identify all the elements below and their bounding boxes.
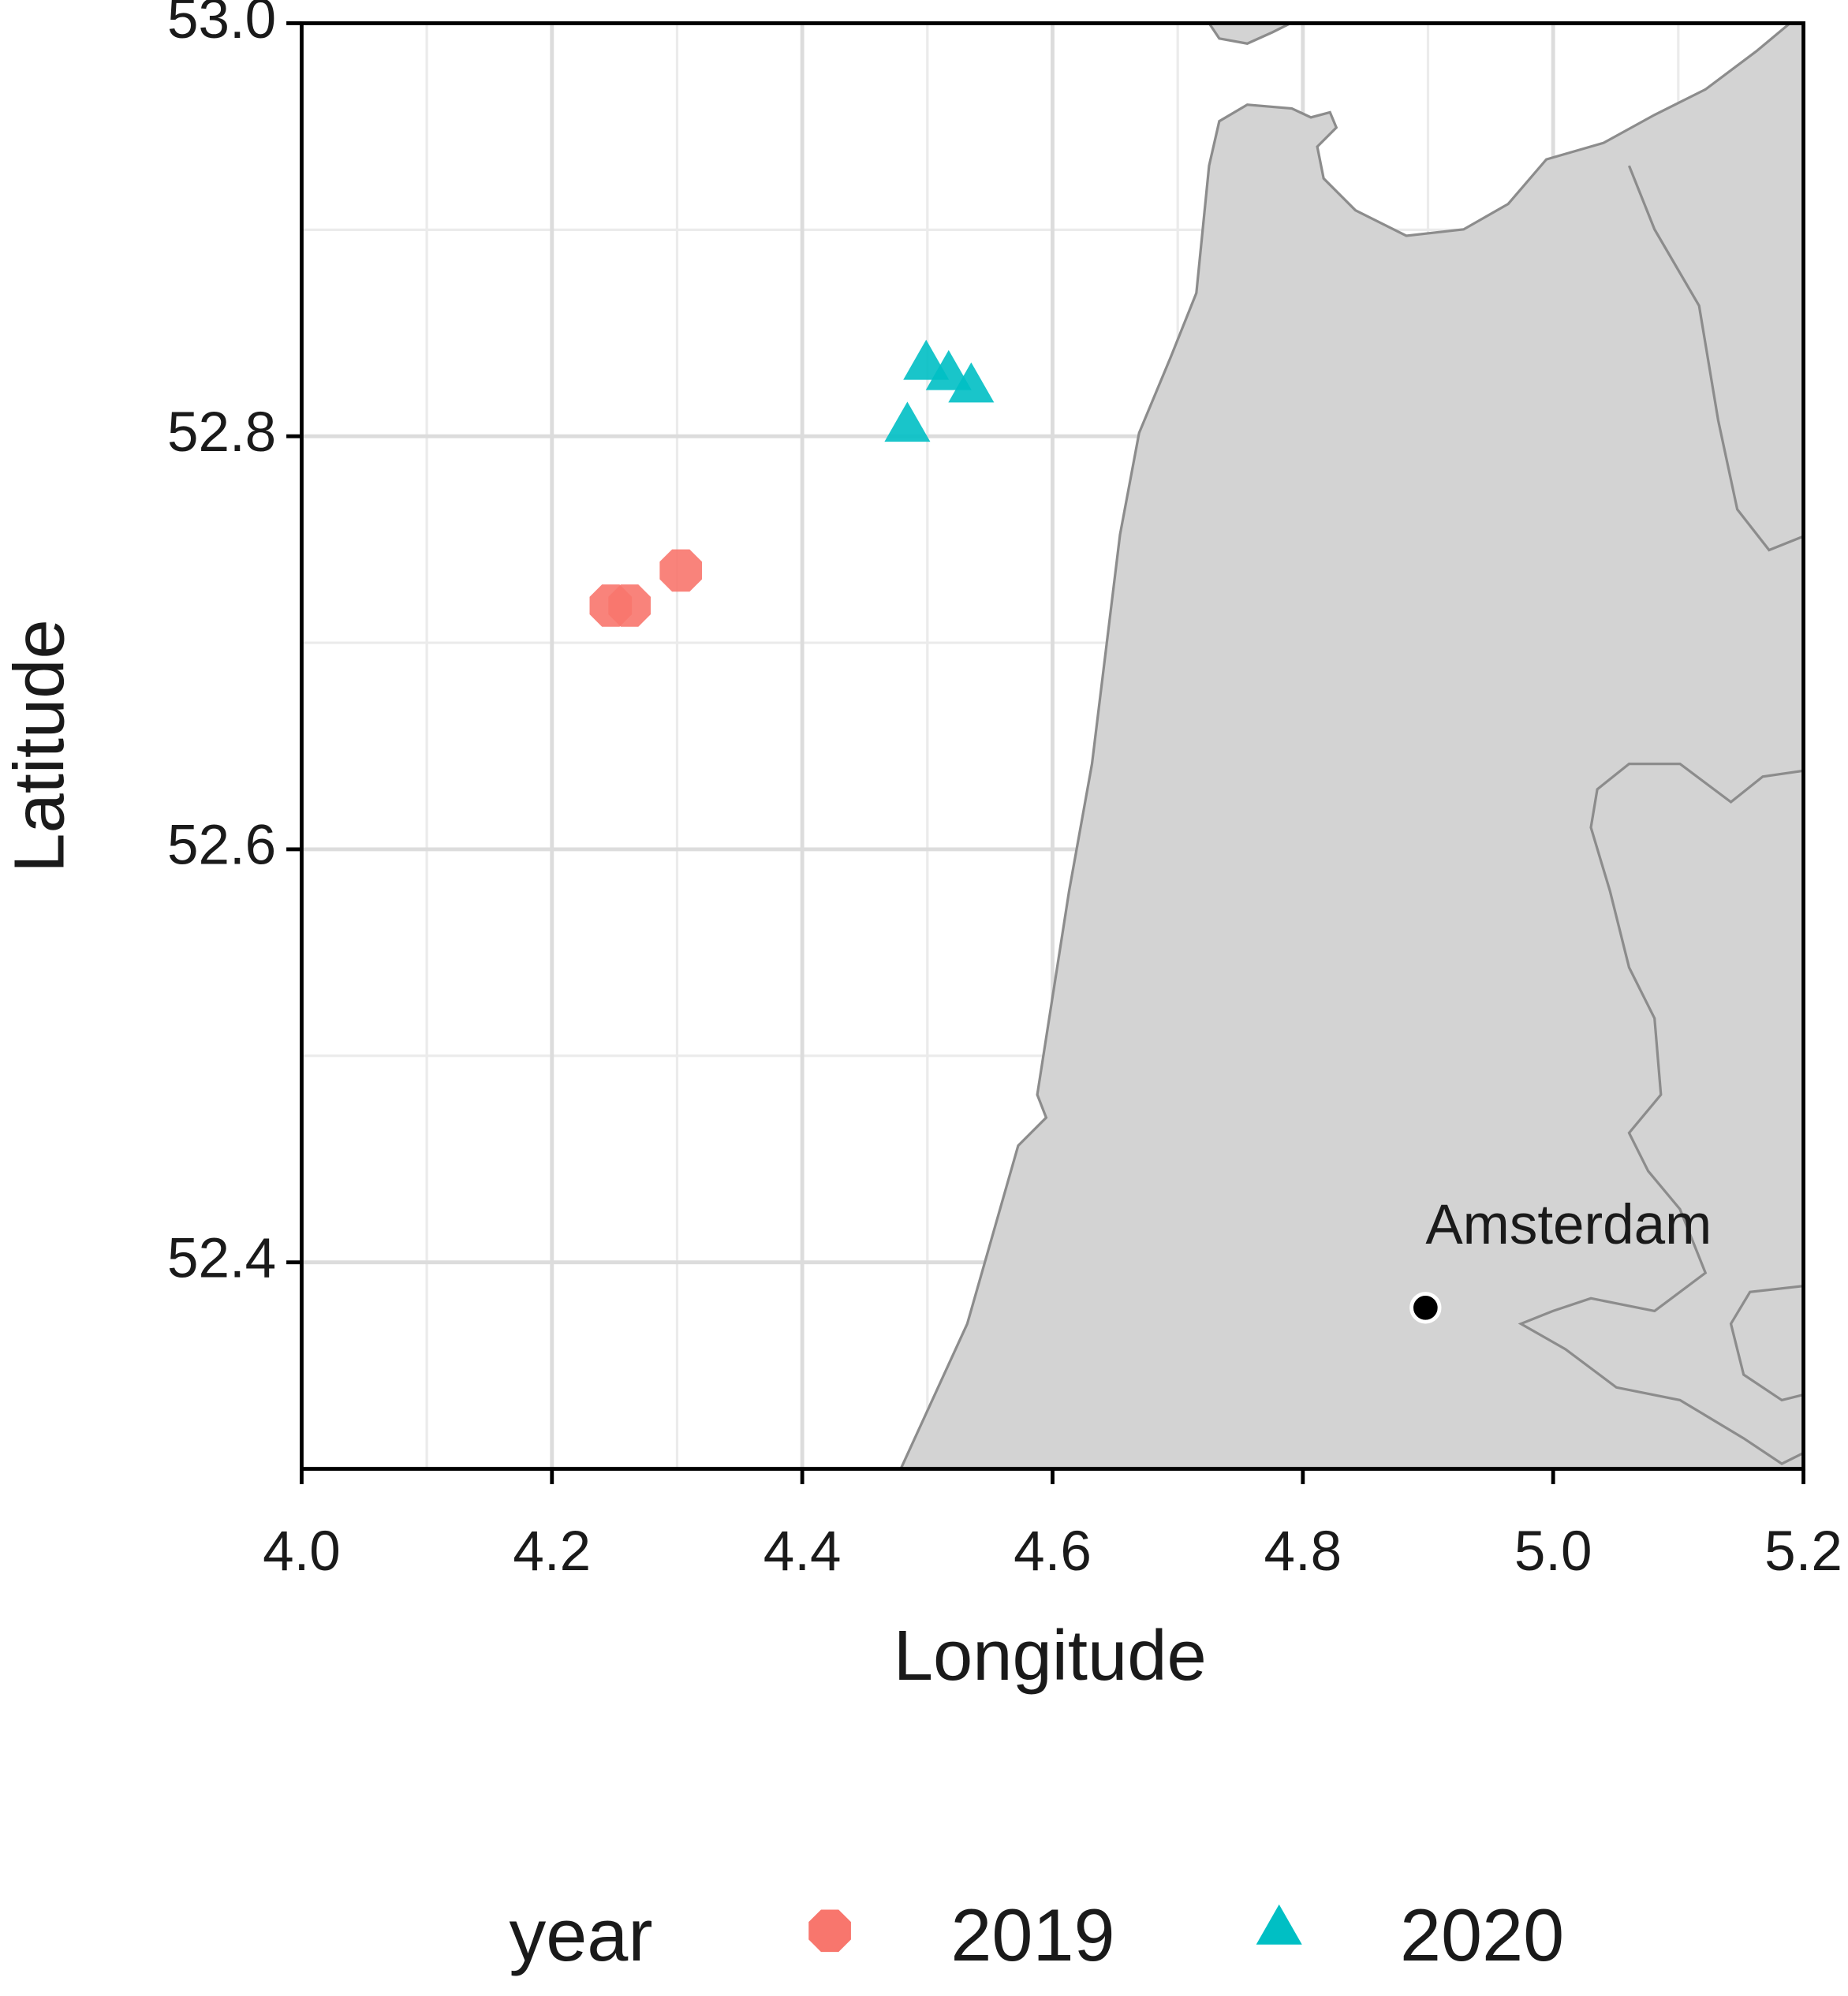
x-tick-label: 5.0	[1514, 1520, 1592, 1583]
island	[1208, 23, 1294, 45]
x-axis-label: Longitude	[894, 1616, 1207, 1696]
x-tick-label: 4.6	[1014, 1520, 1092, 1583]
annotation-point	[1409, 1292, 1442, 1324]
x-tick-label: 4.0	[263, 1520, 341, 1583]
legend-label: 2020	[1400, 1893, 1564, 1976]
legend-symbol	[1256, 1904, 1302, 1945]
x-tick-label: 4.2	[513, 1520, 591, 1583]
y-tick-label: 52.4	[167, 1227, 276, 1289]
y-tick-label: 53.0	[167, 0, 276, 50]
land-mass	[899, 23, 1804, 1469]
x-tick-label: 5.2	[1764, 1520, 1842, 1583]
legend-label: 2019	[950, 1893, 1114, 1976]
point	[608, 584, 651, 627]
point	[948, 362, 995, 403]
y-axis-label: Latitude	[0, 619, 79, 873]
y-tick-label: 52.8	[167, 401, 276, 464]
legend-symbol	[808, 1909, 851, 1953]
point	[884, 401, 931, 442]
point	[659, 549, 703, 592]
annotation-label: Amsterdam	[1425, 1194, 1712, 1256]
x-tick-label: 4.8	[1264, 1520, 1342, 1583]
legend-title: year	[509, 1893, 652, 1976]
y-tick-label: 52.6	[167, 815, 276, 877]
marks	[589, 339, 1442, 1324]
point	[925, 349, 972, 390]
land	[899, 23, 1804, 1469]
x-tick-label: 4.4	[763, 1520, 842, 1583]
border	[1518, 165, 1804, 1465]
